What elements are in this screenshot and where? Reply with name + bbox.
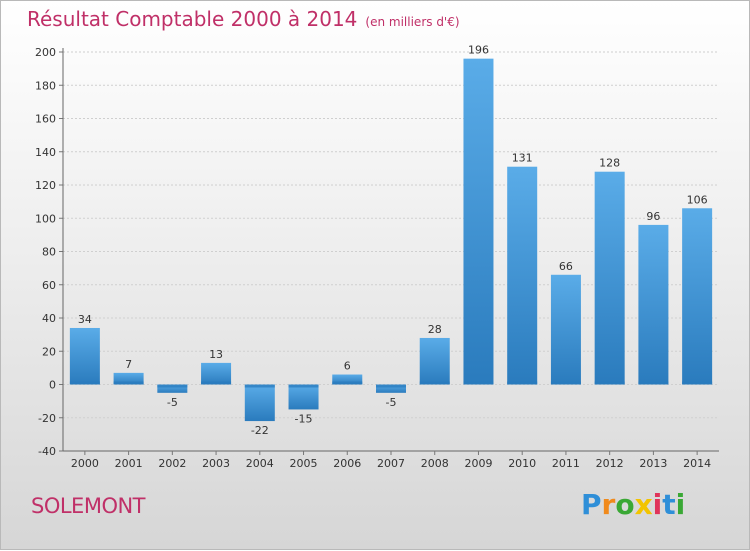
- data-label: 66: [559, 260, 573, 273]
- bar-base: [244, 384, 275, 388]
- x-tick-label: 2010: [508, 457, 536, 470]
- bar-2008: [419, 337, 450, 385]
- bars: [69, 58, 713, 422]
- logo-letter: x: [634, 488, 653, 521]
- x-tick-label: 2007: [377, 457, 405, 470]
- data-label: 131: [512, 152, 533, 165]
- data-label: -22: [251, 424, 269, 437]
- x-tick-label: 2011: [552, 457, 580, 470]
- bar-base: [69, 381, 100, 385]
- logo-letter: i: [675, 488, 686, 521]
- bar-base: [507, 381, 538, 385]
- bar-base: [201, 381, 232, 385]
- data-label: 128: [599, 157, 620, 170]
- y-tick-label: 160: [35, 113, 56, 126]
- bar-2013: [638, 224, 669, 385]
- bar-base: [113, 381, 144, 385]
- x-tick-label: 2002: [158, 457, 186, 470]
- y-tick-label: 180: [35, 79, 56, 92]
- bar-base: [157, 384, 188, 388]
- bar-2001: [113, 372, 144, 385]
- x-tick-label: 2005: [290, 457, 318, 470]
- logo-letter: t: [662, 488, 676, 521]
- bar-2002: [157, 384, 188, 393]
- bar-base: [288, 384, 319, 388]
- bar-base: [550, 381, 581, 385]
- x-tick-label: 2006: [333, 457, 361, 470]
- data-label: 7: [125, 358, 132, 371]
- bar-2006: [332, 374, 363, 385]
- data-label: -5: [386, 396, 397, 409]
- bar-base: [419, 381, 450, 385]
- x-tick-label: 2012: [596, 457, 624, 470]
- bar-2009: [463, 58, 494, 385]
- data-label: 106: [687, 193, 708, 206]
- bar-2014: [682, 208, 713, 385]
- y-tick-label: 200: [35, 46, 56, 59]
- location-name: SOLEMONT: [31, 494, 146, 518]
- y-tick-label: -20: [38, 412, 56, 425]
- x-tick-label: 2008: [421, 457, 449, 470]
- proxiti-logo: Proxiti: [581, 488, 685, 521]
- x-tick-label: 2014: [683, 457, 711, 470]
- chart-title-text: Résultat Comptable 2000 à 2014: [27, 7, 358, 31]
- axes: -40 -20 0 20 40 60 80 100 120 140 160 180 200 2000 200…: [35, 46, 719, 470]
- x-tick-label: 2009: [464, 457, 492, 470]
- logo-letter: P: [581, 488, 602, 521]
- bar-2004: [244, 384, 275, 422]
- bar-2005: [288, 384, 319, 410]
- y-tick-label: 60: [42, 279, 56, 292]
- chart-title: Résultat Comptable 2000 à 2014 (en millie…: [27, 7, 460, 31]
- bar-2011: [550, 274, 581, 385]
- data-label: 13: [209, 348, 223, 361]
- y-tick-label: 140: [35, 146, 56, 159]
- bar-2000: [69, 327, 100, 385]
- bar-base: [682, 381, 713, 385]
- data-label: 6: [344, 360, 351, 373]
- y-tick-label: 100: [35, 212, 56, 225]
- bar-2003: [201, 362, 232, 385]
- logo-letter: o: [615, 488, 635, 521]
- x-tick-label: 2003: [202, 457, 230, 470]
- x-tick-label: 2004: [246, 457, 274, 470]
- chart-subtitle: (en milliers d'€): [365, 15, 460, 29]
- bar-base: [463, 381, 494, 385]
- data-label: 96: [646, 210, 660, 223]
- bar-2012: [594, 171, 625, 385]
- data-label: -5: [167, 396, 178, 409]
- data-label: 196: [468, 44, 489, 57]
- y-tick-label: 80: [42, 246, 56, 259]
- x-tick-label: 2013: [639, 457, 667, 470]
- data-label: 28: [428, 323, 442, 336]
- logo-letter: r: [601, 488, 616, 521]
- x-tick-label: 2000: [71, 457, 99, 470]
- y-tick-label: 20: [42, 345, 56, 358]
- y-tick-label: -40: [38, 445, 56, 458]
- bar-base: [638, 381, 669, 385]
- bar-2010: [507, 166, 538, 385]
- data-label: -15: [295, 412, 313, 425]
- data-labels: 34 7 -5 13 -22 -15 6 -5 28 196 131 66 128 96 106: [78, 44, 708, 437]
- x-tick-label: 2001: [115, 457, 143, 470]
- y-tick-label: 40: [42, 312, 56, 325]
- data-label: 34: [78, 313, 92, 326]
- bar-base: [594, 381, 625, 385]
- logo-letter: i: [652, 488, 663, 521]
- y-tick-label: 0: [49, 379, 56, 392]
- bar-base: [332, 381, 363, 385]
- y-tick-label: 120: [35, 179, 56, 192]
- bar-base: [376, 384, 406, 388]
- bar-2007: [376, 384, 406, 393]
